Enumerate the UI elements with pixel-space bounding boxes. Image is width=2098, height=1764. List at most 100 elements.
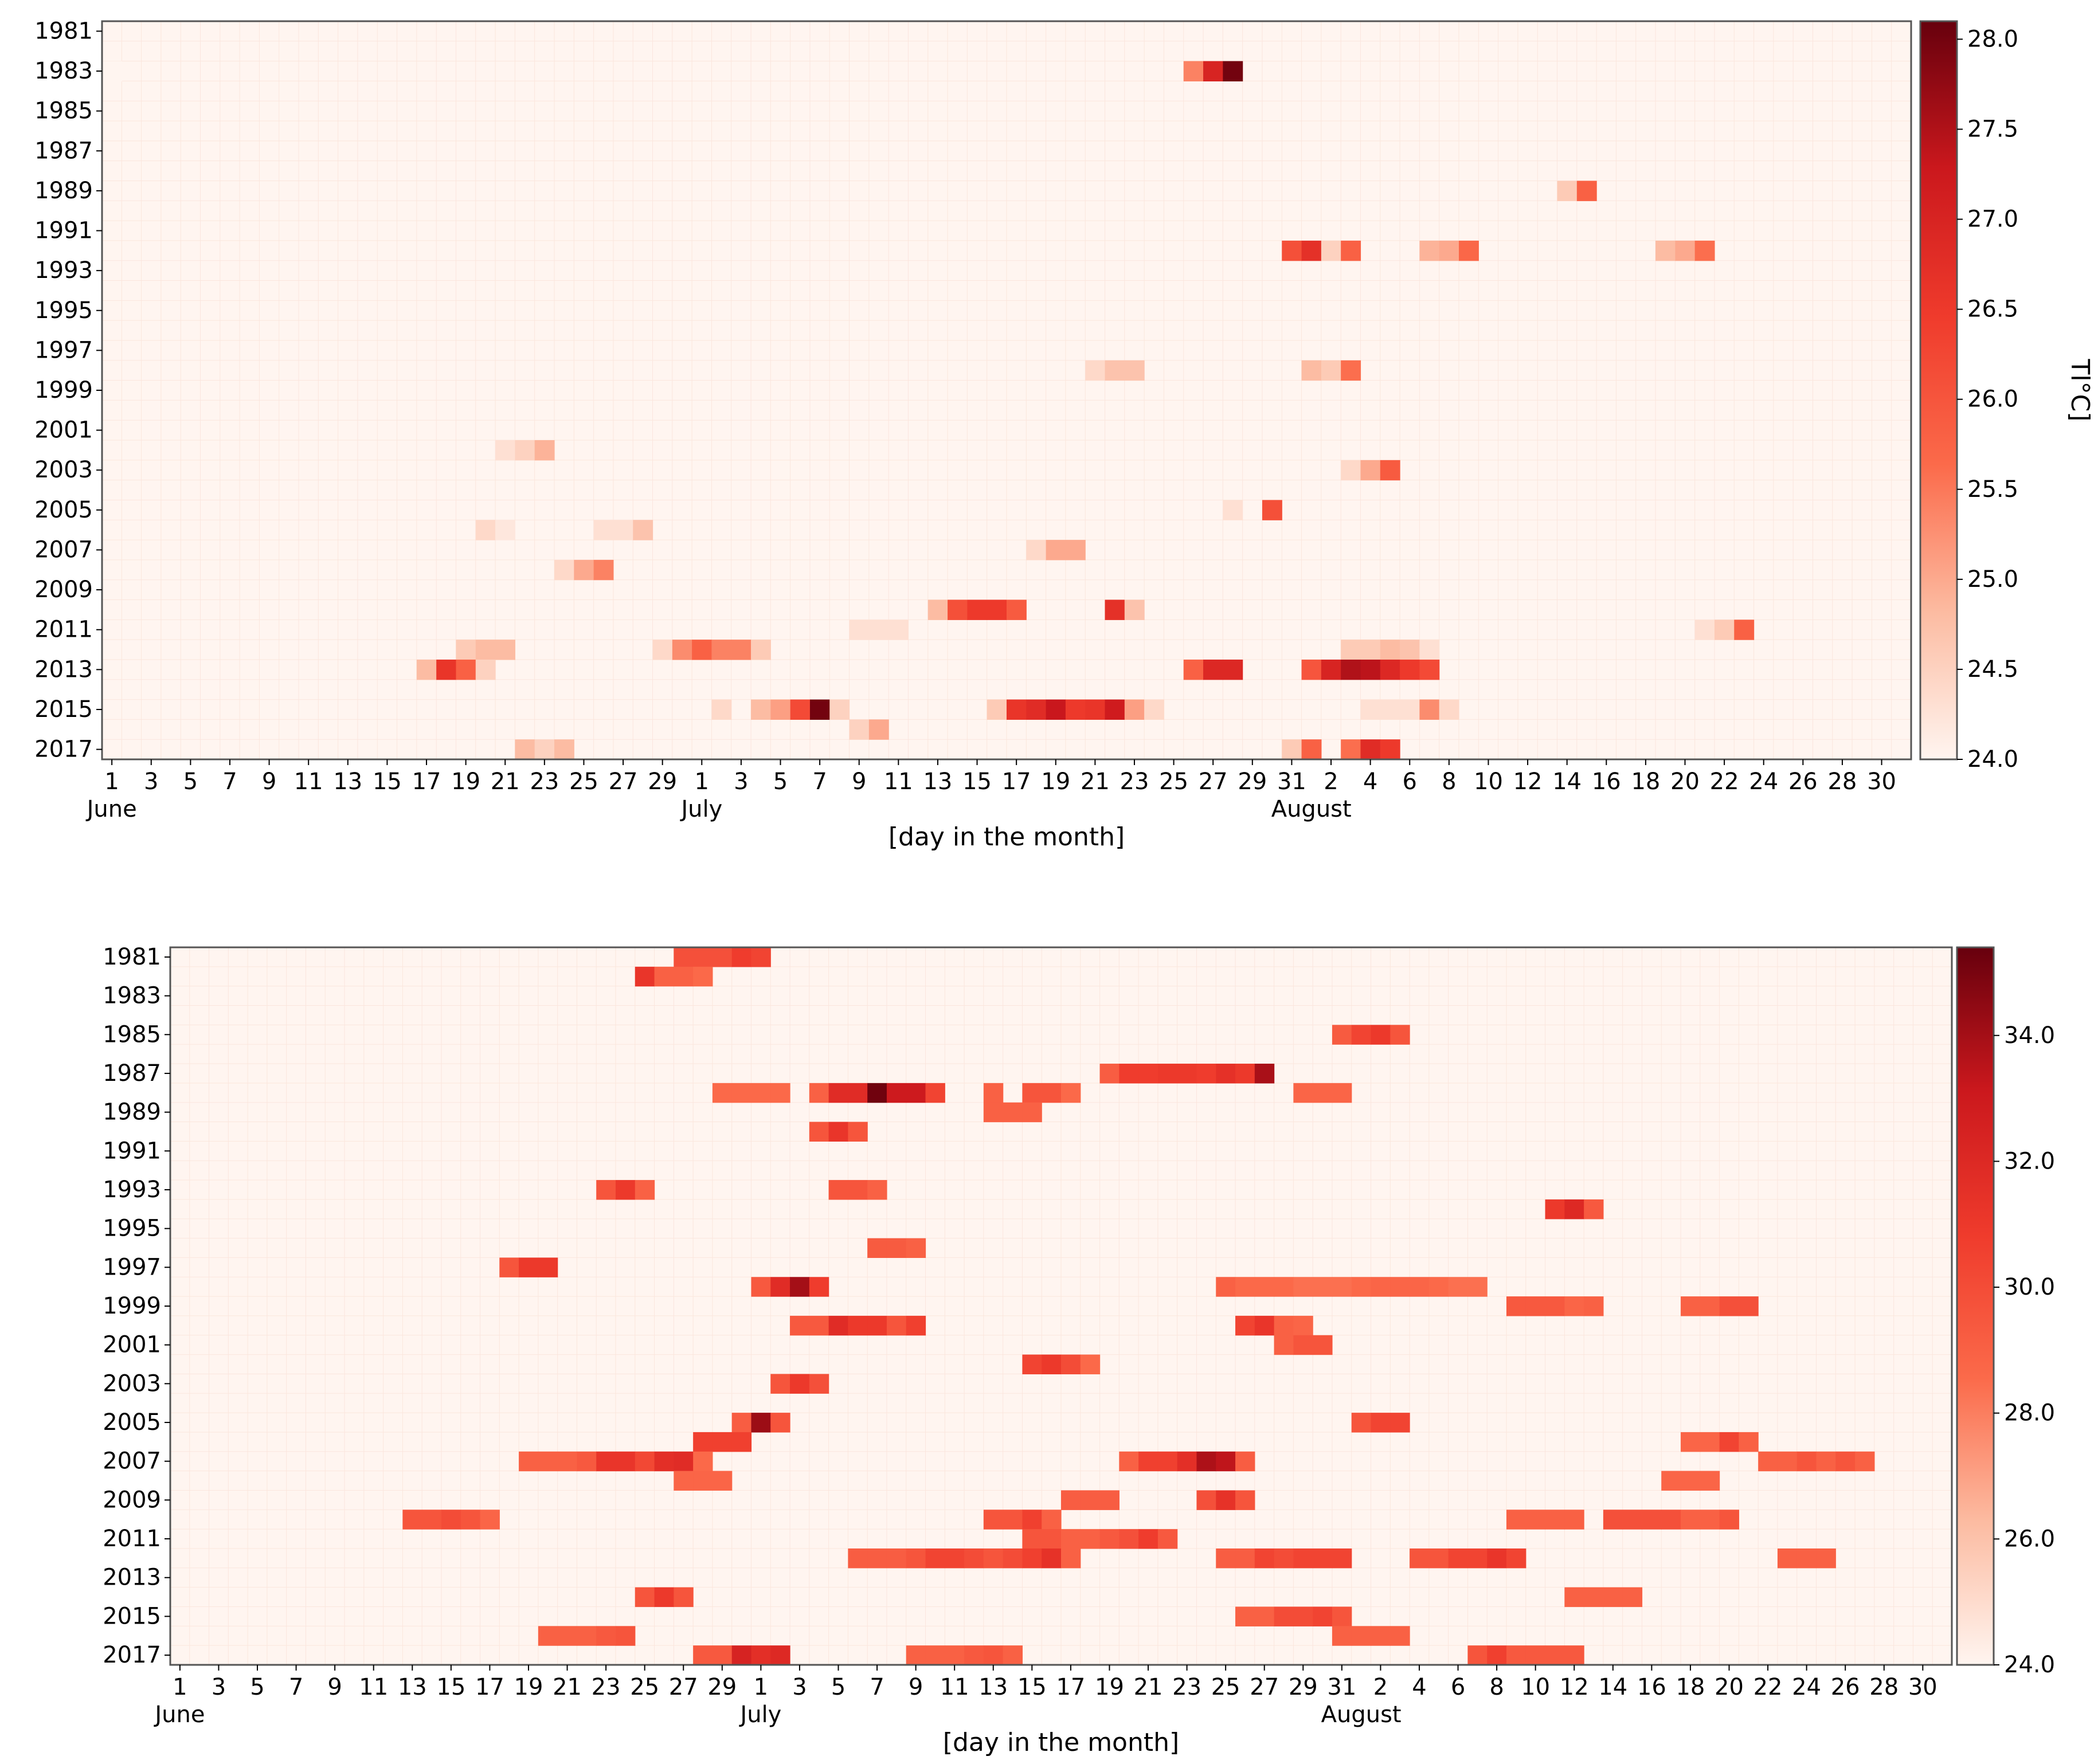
heatmap-cell — [1719, 1432, 1739, 1452]
x-tick-label: 23 — [592, 1674, 621, 1700]
x-tick-label: 1 — [173, 1674, 187, 1700]
heatmap-cell — [867, 1238, 887, 1259]
heatmap-cell — [1105, 599, 1125, 620]
heatmap-cell — [1410, 1548, 1430, 1569]
heatmap-cell — [1439, 699, 1459, 720]
heatmap-cell — [1360, 460, 1381, 481]
x-tick-label: 29 — [1289, 1674, 1318, 1700]
y-tick-label: 1983 — [34, 58, 93, 84]
heatmap-cell — [751, 947, 771, 967]
colorbar-tick-label: 34.0 — [2004, 1022, 2055, 1049]
x-tick-label: 26 — [1831, 1674, 1860, 1700]
month-label-july: July — [679, 796, 722, 822]
heatmap-cell — [867, 1548, 887, 1569]
heatmap-cell — [770, 699, 791, 720]
heatmap-cell — [1262, 500, 1282, 520]
heatmap-cell — [848, 1315, 868, 1336]
heatmap-cell — [538, 1626, 558, 1646]
heatmap-cell — [1332, 1025, 1352, 1045]
heatmap-cell — [633, 520, 653, 540]
y-tick-label: 1985 — [34, 98, 93, 124]
heatmap-cell — [1293, 1548, 1313, 1569]
x-tick-label: 29 — [648, 769, 677, 795]
heatmap-cell — [809, 1374, 829, 1394]
heatmap-cell — [1681, 1432, 1701, 1452]
x-tick-label: 17 — [475, 1674, 504, 1700]
heatmap-cell — [1022, 1529, 1042, 1549]
heatmap-cell — [1157, 1064, 1178, 1084]
heatmap-cell — [652, 640, 673, 660]
heatmap-cell — [1694, 620, 1715, 640]
heatmap-cell — [635, 1451, 655, 1472]
heatmap-cell — [867, 1315, 887, 1336]
heatmap-cell — [1042, 1354, 1062, 1375]
month-label-july: July — [738, 1702, 781, 1728]
heatmap-cell — [1065, 699, 1086, 720]
colorbar-tick-label: 26.5 — [1967, 296, 2018, 323]
heatmap-cell — [1321, 360, 1341, 381]
heatmap-cell — [1487, 1645, 1507, 1665]
x-tick-label: 20 — [1670, 769, 1700, 795]
heatmap-cell — [770, 1645, 790, 1665]
heatmap-cell — [1332, 1548, 1352, 1569]
heatmap-cell — [1419, 699, 1440, 720]
heatmap-cell — [848, 1548, 868, 1569]
x-tick-label: 29 — [1238, 769, 1267, 795]
heatmap-cell — [1293, 1606, 1313, 1626]
heatmap-cell — [1235, 1277, 1255, 1297]
heatmap-cell — [1681, 1471, 1701, 1491]
heatmap-cell — [1603, 1587, 1623, 1608]
heatmap-cell — [1400, 699, 1420, 720]
heatmap-cell — [557, 1451, 578, 1472]
heatmap-cell — [751, 699, 771, 720]
heatmap-cell — [790, 699, 811, 720]
heatmap-cell — [1119, 1064, 1139, 1084]
heatmap-cell — [654, 1587, 674, 1608]
x-tick-label: 1 — [754, 1674, 768, 1700]
heatmap-cell — [983, 1102, 1004, 1123]
y-tick-label: 1991 — [34, 218, 93, 244]
y-tick-label: 1997 — [103, 1254, 161, 1280]
heatmap-cell — [495, 440, 515, 461]
y-tick-label: 1987 — [34, 138, 93, 164]
x-tick-label: 25 — [630, 1674, 659, 1700]
x-tick-label: 11 — [359, 1674, 388, 1700]
heatmap-cell — [849, 620, 870, 640]
heatmap-cell — [1022, 1102, 1042, 1123]
month-label-august: August — [1271, 796, 1352, 822]
heatmap-cell — [1584, 1296, 1604, 1316]
y-tick-label: 2001 — [103, 1332, 161, 1358]
heatmap-cell — [1796, 1451, 1817, 1472]
x-tick-label: 2 — [1324, 769, 1338, 795]
heatmap-cell — [1321, 659, 1341, 680]
heatmap-cell — [102, 61, 122, 82]
heatmap-cell — [1282, 240, 1302, 261]
colorbar-tick-label: 26.0 — [2004, 1526, 2055, 1552]
heatmap-cell — [1332, 1626, 1352, 1646]
heatmap-cell — [574, 559, 594, 581]
heatmap-cell — [1506, 1645, 1526, 1665]
heatmap-cell — [1675, 240, 1696, 261]
heatmap-cell — [1301, 360, 1322, 381]
heatmap-cell — [1506, 1548, 1526, 1569]
heatmap-cell — [1439, 240, 1459, 261]
colorbar-tick-label: 27.0 — [1967, 206, 2018, 233]
heatmap-cell — [731, 947, 752, 967]
y-tick-label: 2007 — [34, 536, 93, 563]
heatmap-cell — [1371, 1025, 1391, 1045]
heatmap-cell — [1622, 1587, 1643, 1608]
heatmap-cell — [888, 620, 909, 640]
heatmap-cell — [596, 1451, 616, 1472]
heatmap-cell — [692, 640, 713, 660]
month-label-june: June — [85, 796, 137, 822]
heatmap-cell — [1080, 1529, 1101, 1549]
heatmap-cell — [1400, 640, 1420, 660]
heatmap-cell — [731, 1413, 752, 1433]
heatmap-cell — [1584, 1199, 1604, 1220]
heatmap-cell — [848, 1083, 868, 1103]
heatmap-cell — [1235, 1315, 1255, 1336]
heatmap-cell — [829, 699, 850, 720]
heatmap-cell — [1467, 1548, 1488, 1569]
heatmap-cell — [809, 1083, 829, 1103]
